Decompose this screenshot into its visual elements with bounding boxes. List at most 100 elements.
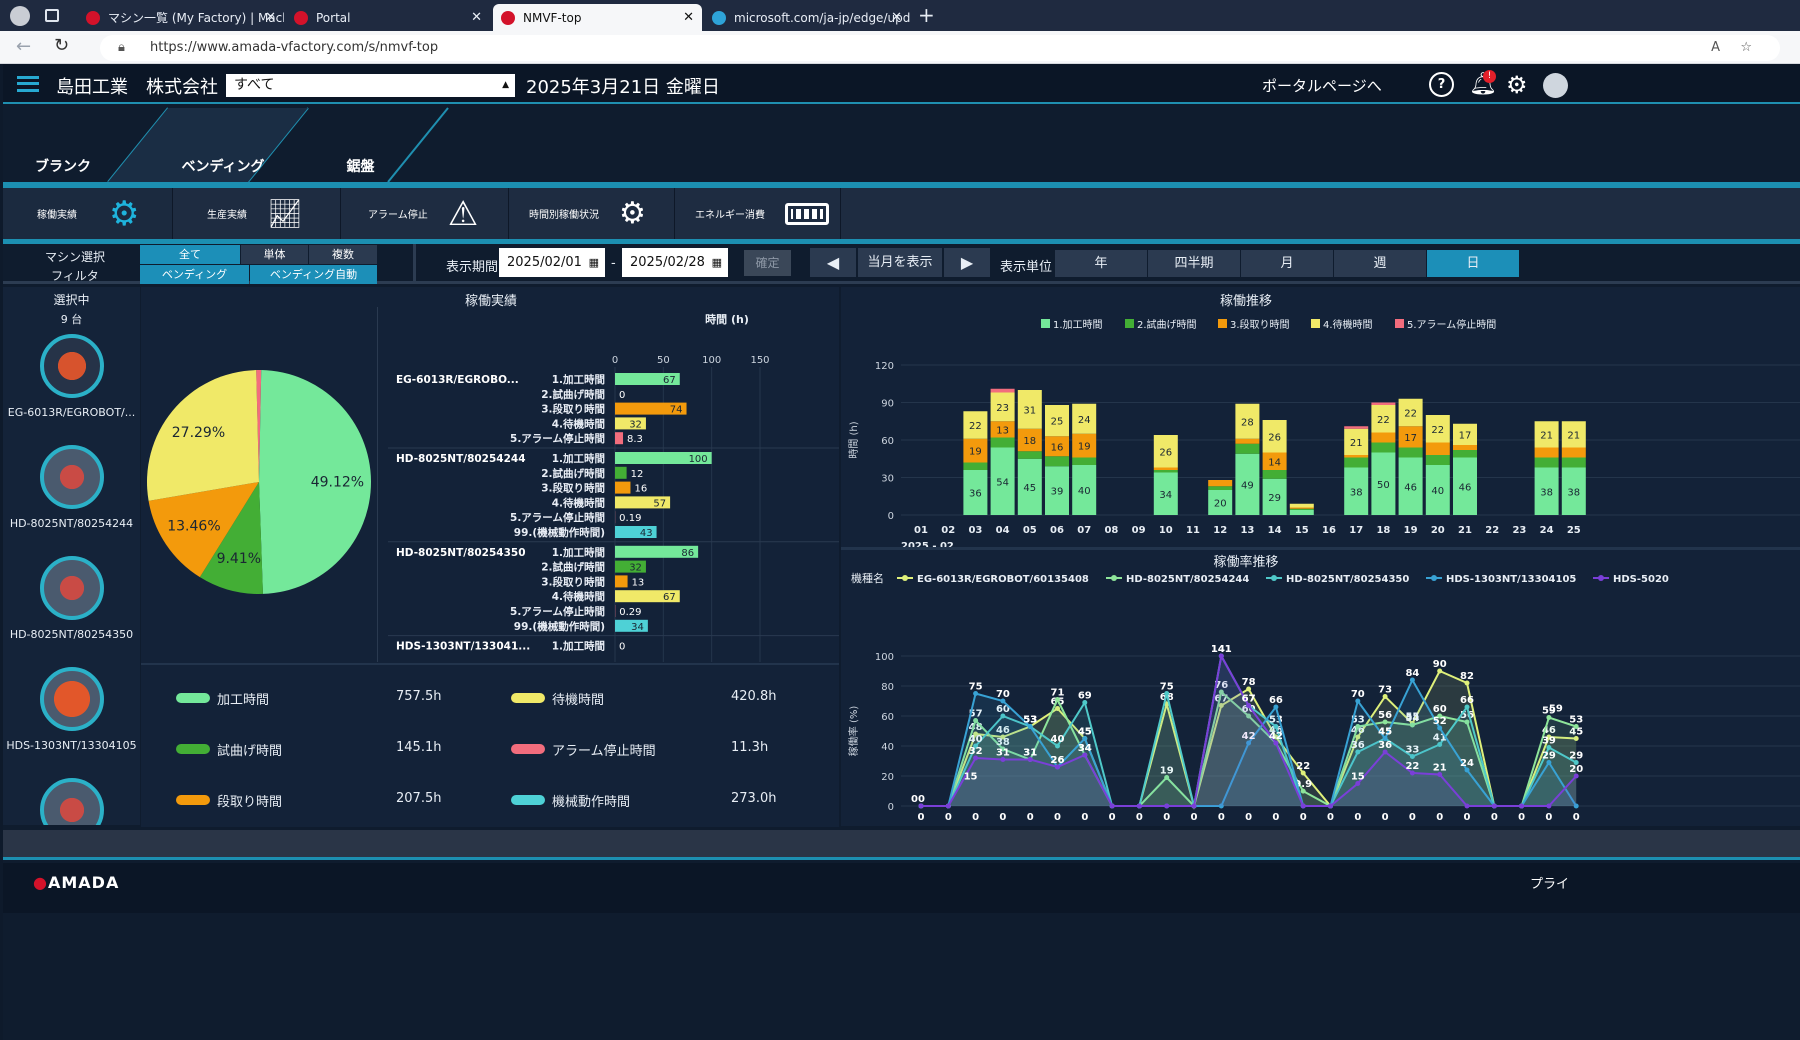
close-tab-icon[interactable]: ✕	[471, 10, 482, 25]
data-point	[1328, 803, 1333, 809]
machine-card[interactable]: EG-6013R/EGROBOT/...	[3, 334, 140, 434]
select-arrow-icon: ▲	[502, 80, 509, 90]
tab-nmvf-top[interactable]: NMVF-top ✕	[493, 4, 702, 31]
bar-value: 25	[1051, 417, 1064, 428]
stack-bar	[1153, 435, 1178, 468]
data-point	[1300, 788, 1306, 794]
summary-totals: 加工時間 757.5h 待機時間 420.8h 試曲げ時間 145.1h アラーム停止時間 1…	[141, 665, 839, 825]
zero-label: 0	[1491, 812, 1498, 823]
machine-card[interactable]: HD-8025NT/80254244	[3, 445, 140, 545]
bar-value: 16	[634, 484, 647, 495]
stack-bar	[1371, 442, 1396, 453]
menu-operation-results[interactable]: 稼働実績 ⚙	[3, 188, 173, 239]
machine-opt-single[interactable]: 単体	[241, 245, 308, 264]
read-aloud-icon[interactable]: A	[1711, 40, 1720, 55]
machine-card[interactable]	[3, 778, 140, 825]
profile-icon[interactable]	[10, 6, 30, 26]
menu-hourly-status[interactable]: 時間別稼働状況 ⚙	[510, 188, 675, 239]
unit-year[interactable]: 年	[1055, 250, 1147, 277]
confirm-button[interactable]: 確定	[744, 250, 791, 276]
bar-value: 22	[1431, 425, 1444, 436]
data-label: 41	[1433, 733, 1447, 744]
unit-week[interactable]: 週	[1334, 250, 1426, 277]
calendar-icon[interactable]: ▦	[711, 256, 722, 269]
menu-production-results[interactable]: 生産実績 📈︎	[174, 188, 341, 239]
machine-opt-all[interactable]: 全て	[140, 245, 240, 264]
data-point	[1573, 803, 1579, 809]
pie-chart: 49.12% 9.41% 13.46% 27.29%	[147, 370, 372, 594]
summary-label: 機械動作時間	[552, 795, 631, 810]
x-sub-label: 2025 - 02	[901, 541, 954, 547]
unit-month[interactable]: 月	[1241, 250, 1333, 277]
data-point	[1355, 781, 1361, 786]
machine-group-select[interactable]: すべて ▲	[226, 74, 515, 97]
refresh-icon[interactable]: ↻	[54, 35, 70, 56]
data-label: 60	[1242, 704, 1256, 715]
tab-portal[interactable]: Portal ✕	[286, 4, 490, 31]
prev-period-button[interactable]: ◀	[810, 248, 856, 277]
data-point	[1273, 740, 1279, 746]
footer: ●AMADA プライ	[3, 863, 1800, 913]
help-icon[interactable]: ?	[1429, 72, 1454, 97]
axis-tick: 80	[881, 682, 894, 693]
next-period-button[interactable]: ▶	[944, 248, 990, 277]
end-date-input[interactable]: 2025/02/28 ▦	[622, 248, 728, 277]
data-label: 40	[969, 734, 983, 745]
close-tab-icon[interactable]: ✕	[683, 10, 694, 25]
unit-quarter[interactable]: 四半期	[1148, 250, 1240, 277]
tab-actions-icon[interactable]	[45, 9, 59, 22]
summary-label: アラーム停止時間	[552, 744, 656, 759]
calendar-icon[interactable]: ▦	[588, 256, 599, 269]
machine-card[interactable]: HD-8025NT/80254350	[3, 556, 140, 656]
summary-label: 試曲げ時間	[217, 744, 283, 759]
gear-icon[interactable]: ⚙	[1506, 71, 1528, 99]
data-point	[1273, 704, 1279, 710]
menu-energy[interactable]: エネルギー消費	[676, 188, 841, 239]
bar-value: 54	[996, 477, 1009, 488]
amada-favicon-icon	[294, 10, 308, 25]
data-point	[1055, 743, 1060, 749]
start-date-input[interactable]: 2025/02/01 ▦	[499, 248, 605, 277]
hamburger-menu-icon[interactable]	[17, 76, 39, 92]
data-point	[1382, 749, 1388, 755]
stack-bar	[1561, 447, 1586, 458]
filter-opt-bending-auto[interactable]: ベンディング自動	[250, 265, 377, 284]
data-label: 65	[1051, 697, 1065, 708]
back-icon[interactable]: ←	[16, 36, 32, 57]
data-label: 45	[1078, 727, 1092, 738]
tab-edge-update[interactable]: microsoft.com/ja-jp/edge/update✕	[704, 4, 910, 31]
machine-name: HD-8025NT/80254350	[9, 628, 134, 641]
extra-label: 59	[1549, 704, 1563, 715]
url-field[interactable]: 🔒︎ https://www.amada-vfactory.com/s/nmvf-…	[100, 35, 1780, 61]
close-tab-icon[interactable]: ✕	[891, 10, 902, 25]
zero-label: 0	[1081, 812, 1088, 823]
legend-swatch	[511, 693, 545, 703]
machine-thumbnail	[39, 778, 104, 825]
series-area	[921, 656, 1577, 806]
stack-bar	[1235, 453, 1260, 515]
current-month-button[interactable]: 当月を表示	[858, 248, 942, 277]
stack-bar	[990, 447, 1015, 515]
data-label: 53	[1023, 715, 1037, 726]
filter-opt-bending[interactable]: ベンディング	[140, 265, 249, 284]
favorite-star-icon[interactable]: ☆	[1740, 40, 1752, 55]
row-label: 1.加工時間	[552, 452, 605, 465]
tab-machine-list[interactable]: マシン一覧 (My Factory) | Machine✕	[78, 4, 284, 31]
data-point	[1027, 757, 1033, 762]
legend-swatch	[1125, 319, 1134, 328]
data-point	[1409, 677, 1415, 683]
unit-day[interactable]: 日	[1427, 250, 1519, 277]
row-label: 4.待機時間	[552, 590, 605, 603]
zero-label: 0	[999, 812, 1006, 823]
stack-bar	[1289, 510, 1314, 515]
machine-opt-multiple[interactable]: 複数	[309, 245, 377, 264]
data-label: 19	[1160, 766, 1174, 777]
avatar[interactable]	[1543, 73, 1568, 98]
new-tab-icon[interactable]: +	[918, 3, 935, 27]
machine-card[interactable]: HDS-1303NT/13304105	[3, 667, 140, 767]
bar-value: 100	[689, 454, 708, 465]
close-tab-icon[interactable]: ✕	[265, 10, 276, 25]
portal-link[interactable]: ポータルページへ	[1262, 77, 1382, 95]
data-label: 55	[1405, 712, 1419, 723]
menu-alarm-stop[interactable]: アラーム停止 ⚠	[342, 188, 509, 239]
